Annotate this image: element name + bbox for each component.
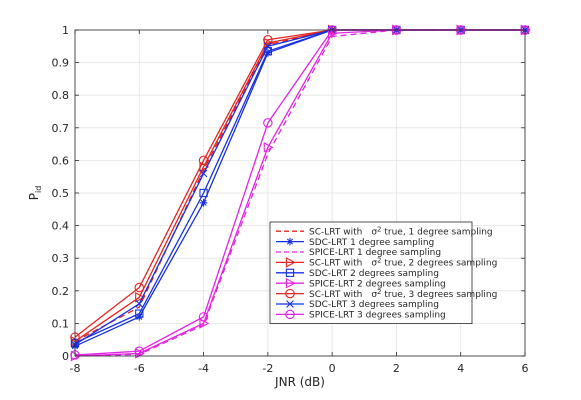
x-tick-label: 2 xyxy=(393,362,400,375)
x-tick-label: -4 xyxy=(198,362,209,375)
legend-label-sigma: σ xyxy=(371,227,377,237)
x-tick-label: 4 xyxy=(457,362,464,375)
legend-label-pre: SC-LRT with xyxy=(309,259,362,269)
legend: SC-LRT with σ2 true, 1 degree samplingSDC… xyxy=(269,221,497,324)
y-tick-label: 0.3 xyxy=(52,252,70,265)
data-point-x xyxy=(264,42,272,51)
legend-entry: SC-LRT with σ2 true, 2 degrees sampling xyxy=(276,257,497,269)
legend-label: SPICE-LRT 2 degrees sampling xyxy=(309,279,446,289)
series-line xyxy=(74,29,525,357)
data-point-triangle xyxy=(263,142,274,153)
y-tick-label: 0.8 xyxy=(52,89,70,102)
legend-label-post: true, 1 degree sampling xyxy=(382,227,493,237)
legend-label: SPICE-LRT 1 degree sampling xyxy=(309,248,441,258)
x-axis-label: JNR (dB) xyxy=(274,375,325,389)
data-point-asterisk xyxy=(264,49,272,57)
x-tick-label: 6 xyxy=(522,362,529,375)
legend-label: SPICE-LRT 3 degrees sampling xyxy=(309,311,446,321)
legend-label: SDC-LRT 2 degrees sampling xyxy=(309,269,439,279)
legend-entry: SC-LRT with σ2 true, 3 degrees sampling xyxy=(276,288,497,300)
legend-label-post: true, 2 degrees sampling xyxy=(382,259,498,269)
legend-label-pre: SC-LRT with xyxy=(309,290,362,300)
legend-entry: SPICE-LRT 1 degree sampling xyxy=(276,248,441,258)
y-tick-label: 0.9 xyxy=(52,57,70,70)
data-point-circle xyxy=(198,312,209,322)
legend-label: SC-LRT with σ2 true, 3 degrees sampling xyxy=(309,288,497,300)
y-tick-label: 0.1 xyxy=(52,317,70,330)
data-point-x xyxy=(286,300,294,308)
data-point-circle xyxy=(134,282,145,293)
legend-label-post: true, 3 degrees sampling xyxy=(382,290,498,300)
axes-box xyxy=(74,29,526,357)
legend-entry: SDC-LRT 3 degrees sampling xyxy=(276,300,439,310)
y-tick-label: 0.2 xyxy=(52,285,70,298)
data-point-x xyxy=(135,300,144,308)
legend-label-sup: 2 xyxy=(377,257,381,265)
data-point-circle xyxy=(263,35,273,45)
legend-entry: SDC-LRT 1 degree sampling xyxy=(276,237,434,248)
y-tick-label: 0 xyxy=(62,350,69,363)
y-tick-label: 0.7 xyxy=(52,122,70,135)
data-point-asterisk xyxy=(199,198,208,207)
y-axis-label-main: P xyxy=(27,193,41,200)
legend-label-pre: SC-LRT with xyxy=(309,227,362,237)
y-tick-label: 0.5 xyxy=(52,187,70,200)
legend-label-sigma: σ xyxy=(371,290,377,300)
legend-label: SDC-LRT 3 degrees sampling xyxy=(309,300,439,310)
y-tick-labels: 0 0.1 0.2 0.3 0.4 0.5 0.6 0.7 0.8 0.9 1 xyxy=(52,24,70,363)
y-axis-label: Pid xyxy=(27,186,43,201)
y-tick-label: 0.6 xyxy=(52,154,70,167)
data-point-circle xyxy=(134,346,145,356)
y-tick-label: 0.4 xyxy=(52,220,70,233)
legend-entry: SC-LRT with σ2 true, 1 degree sampling xyxy=(276,225,493,237)
legend-entry: SPICE-LRT 2 degrees sampling xyxy=(276,277,446,289)
data-point-square xyxy=(285,268,295,277)
series-3 xyxy=(74,29,525,357)
x-tick-label: 0 xyxy=(329,362,336,375)
legend-entry: SPICE-LRT 3 degrees sampling xyxy=(276,309,446,321)
x-tick-label: -2 xyxy=(262,362,273,375)
data-point-triangle xyxy=(285,257,296,268)
data-point-circle xyxy=(263,118,273,128)
x-tick-labels: -8 -6 -4 -2 0 2 4 6 xyxy=(70,362,529,375)
data-point-circle xyxy=(285,309,295,320)
legend-entry: SDC-LRT 2 degrees sampling xyxy=(276,268,439,279)
legend-label-sup: 2 xyxy=(377,288,381,296)
data-point-square xyxy=(199,188,208,198)
legend-label: SC-LRT with σ2 true, 2 degrees sampling xyxy=(309,257,497,269)
svg-text:Pid: Pid xyxy=(27,186,43,201)
data-point-triangle xyxy=(285,277,296,289)
legend-label: SC-LRT with σ2 true, 1 degree sampling xyxy=(309,225,493,237)
data-point-triangle xyxy=(135,292,146,303)
legend-label-sup: 2 xyxy=(377,225,381,233)
data-point-square xyxy=(135,309,144,318)
data-point-circle xyxy=(285,288,295,299)
data-point-circle xyxy=(198,155,209,166)
y-tick-label: 1 xyxy=(62,24,69,37)
x-tick-label: -6 xyxy=(134,362,145,375)
data-point-x xyxy=(199,169,208,178)
legend-label: SDC-LRT 1 degree sampling xyxy=(309,238,434,248)
data-point-asterisk xyxy=(286,237,294,246)
legend-label-sigma: σ xyxy=(371,259,377,269)
x-tick-label: -8 xyxy=(70,362,81,375)
y-axis-label-sub: id xyxy=(34,186,43,193)
